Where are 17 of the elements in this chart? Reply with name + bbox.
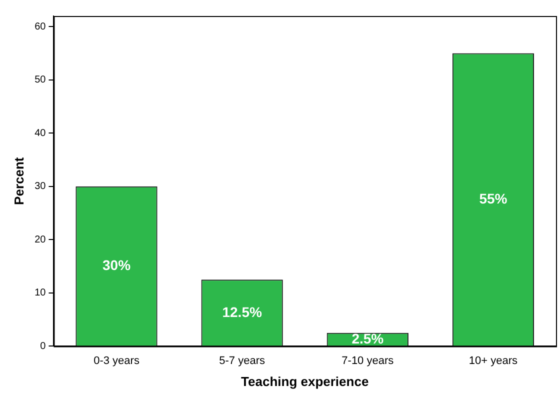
y-tick-label: 30	[34, 181, 46, 192]
x-tick-label: 10+ years	[468, 354, 518, 367]
y-tick-label: 20	[34, 234, 46, 246]
x-tick-label: 0-3 years	[94, 354, 140, 367]
x-tick-label: 7-10 years	[342, 354, 394, 367]
data-label: 2.5%	[352, 330, 384, 346]
data-label: 30%	[102, 257, 132, 274]
y-tick-label: 50	[34, 74, 46, 86]
y-tick-label: 10	[34, 288, 46, 299]
y-tick-label: 0	[40, 340, 46, 352]
data-label: 55%	[479, 190, 508, 207]
x-axis-title: Teaching experience	[241, 374, 369, 389]
y-tick-label: 40	[34, 128, 46, 139]
x-tick-label: 5-7 years	[219, 354, 266, 367]
y-tick-label: 60	[34, 21, 46, 32]
data-label: 12.5%	[222, 304, 262, 320]
y-axis-title: Percent	[11, 156, 26, 205]
